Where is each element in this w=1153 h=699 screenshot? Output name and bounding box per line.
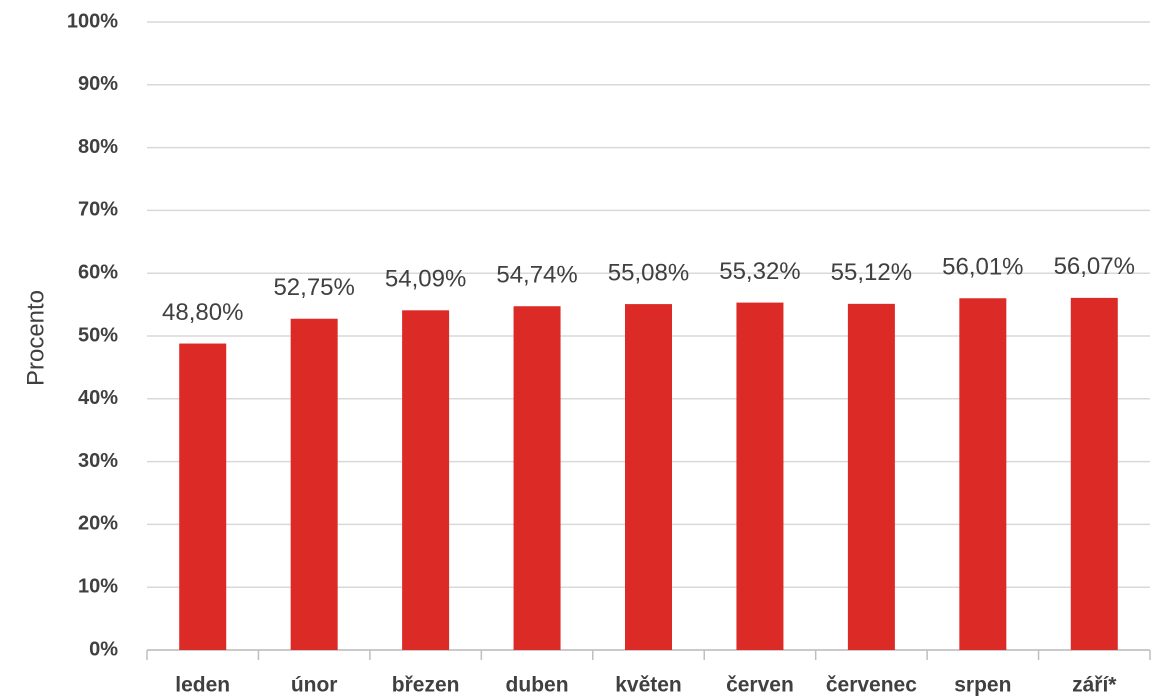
y-tick-label: 100% [67,10,118,32]
value-label: 54,09% [385,266,466,293]
y-tick-label: 40% [78,387,118,409]
x-tick-label: srpen [954,674,1011,697]
bar [290,318,338,650]
x-tick-label: leden [175,674,230,697]
x-tick-label: září* [1072,674,1117,697]
y-tick-label: 30% [78,450,118,472]
bar [402,310,450,650]
value-label: 55,12% [831,259,912,286]
value-label: 56,07% [1054,253,1135,280]
value-label: 54,74% [496,262,577,289]
x-tick-label: květen [615,674,682,697]
bar [513,306,561,650]
bar [1070,297,1118,650]
y-tick-label: 10% [78,575,118,597]
y-tick-label: 50% [78,324,118,346]
x-tick-label: březen [392,674,460,697]
y-tick-label: 70% [78,199,118,221]
y-tick-label: 0% [89,638,118,660]
x-tick-label: červenec [826,674,917,697]
y-axis-label: Procento [22,290,49,386]
bar [179,343,227,650]
bar [847,303,895,650]
value-label: 55,32% [719,258,800,285]
bar [625,304,672,650]
x-tick-label: duben [506,674,569,697]
x-tick-label: únor [291,674,338,697]
value-label: 55,08% [608,259,689,286]
y-tick-label: 60% [78,261,118,283]
x-tick-label: červen [726,674,794,697]
value-label: 56,01% [942,254,1023,281]
y-tick-label: 20% [78,513,118,535]
bar [736,302,784,650]
y-tick-label: 80% [78,136,118,158]
value-label: 48,80% [162,299,243,326]
value-label: 52,75% [273,274,354,301]
y-tick-label: 90% [78,73,118,95]
bar [959,298,1007,650]
